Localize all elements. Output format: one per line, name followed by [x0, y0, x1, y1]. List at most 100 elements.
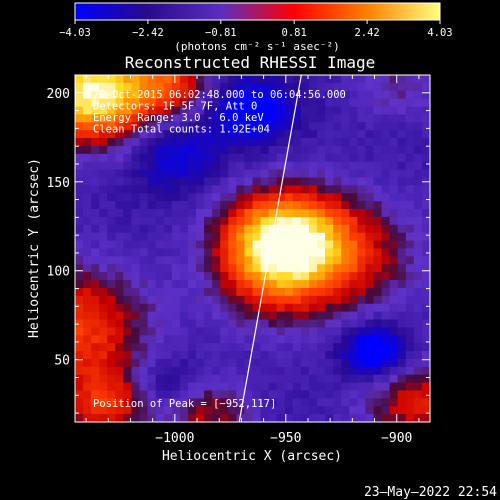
heatmap-cell [115, 414, 125, 423]
heatmap-cell [325, 382, 334, 392]
heatmap-cell [260, 327, 270, 336]
solar-limb-line [238, 74, 302, 423]
heatmap-cell [276, 98, 286, 108]
heatmap-cell [244, 193, 254, 202]
heatmap-cell [421, 280, 431, 289]
heatmap-cell [276, 351, 286, 360]
heatmap-cell [357, 319, 367, 328]
heatmap-cell [236, 366, 246, 376]
heatmap-cell [131, 327, 141, 336]
heatmap-cell [308, 248, 318, 257]
heatmap-cell [155, 358, 165, 368]
heatmap-cell [155, 335, 165, 344]
heatmap-cell [349, 106, 358, 116]
heatmap-cell [349, 358, 358, 368]
heatmap-cell [325, 185, 334, 194]
heatmap-cell [300, 138, 310, 147]
heatmap-cell [155, 398, 165, 407]
heatmap-cell [308, 272, 318, 281]
heatmap-cell [276, 216, 286, 226]
heatmap-cell [83, 390, 92, 399]
heatmap-cell [397, 311, 407, 321]
heatmap-cell [139, 232, 149, 242]
heatmap-cell [381, 240, 391, 250]
heatmap-cell [252, 303, 262, 313]
heatmap-cell [325, 335, 334, 344]
heatmap-cell [413, 106, 423, 116]
heatmap-cell [123, 114, 133, 123]
heatmap-cell [381, 82, 391, 92]
heatmap-cell [155, 82, 165, 92]
heatmap-cell [83, 106, 92, 116]
heatmap-cell [228, 161, 237, 171]
heatmap-cell [405, 224, 415, 234]
heatmap-cell [115, 366, 125, 376]
heatmap-cell [421, 90, 431, 100]
heatmap-cell [91, 248, 100, 257]
heatmap-cell [187, 272, 197, 281]
heatmap-cell [179, 130, 189, 139]
heatmap-cell [413, 153, 423, 163]
heatmap-cell [204, 161, 213, 171]
heatmap-cell [300, 374, 310, 384]
heatmap-cell [236, 264, 246, 273]
heatmap-cell [397, 351, 407, 360]
heatmap-cell [204, 295, 213, 305]
heatmap-cell [357, 256, 367, 265]
heatmap-cell [83, 311, 92, 321]
heatmap-cell [325, 169, 334, 179]
heatmap-cell [260, 374, 270, 384]
heatmap-cell [147, 201, 157, 210]
heatmap-cell [284, 224, 294, 234]
heatmap-cell [365, 185, 375, 194]
heatmap-cell [397, 75, 407, 84]
heatmap-cell [244, 201, 254, 210]
heatmap-cell [365, 224, 375, 234]
heatmap-cell [333, 169, 342, 179]
heatmap-cell [155, 240, 165, 250]
heatmap-cell [405, 201, 415, 210]
heatmap-cell [139, 295, 149, 305]
heatmap-cell [325, 374, 334, 384]
heatmap-cell [187, 185, 197, 194]
heatmap-cell [244, 272, 254, 281]
heatmap-cell [260, 398, 270, 407]
heatmap-cell [139, 272, 149, 281]
heatmap-cell [228, 351, 237, 360]
heatmap-cell [349, 295, 358, 305]
heatmap-cell [373, 209, 383, 218]
heatmap-cell [397, 232, 407, 242]
heatmap-cell [123, 256, 133, 265]
heatmap-cell [333, 138, 342, 147]
heatmap-cell [204, 319, 213, 328]
heatmap-cell [373, 351, 383, 360]
heatmap-cell [244, 287, 254, 297]
heatmap-cell [244, 311, 254, 321]
heatmap-cell [317, 185, 326, 194]
heatmap-cell [300, 169, 310, 179]
heatmap-cell [204, 145, 213, 155]
heatmap-cell [405, 303, 415, 313]
heatmap-cell [276, 130, 286, 139]
heatmap-cell [204, 343, 213, 352]
heatmap-cell [187, 193, 197, 202]
heatmap-cell [91, 374, 100, 384]
heatmap-cell [212, 240, 221, 250]
heatmap-cell [341, 311, 350, 321]
heatmap-cell [83, 414, 92, 423]
heatmap-cell [325, 82, 334, 92]
heatmap-cell [83, 232, 92, 242]
heatmap-cell [99, 114, 108, 123]
heatmap-cell [228, 224, 237, 234]
heatmap-cell [244, 90, 254, 100]
heatmap-cell [252, 366, 262, 376]
heatmap-cell [91, 256, 100, 265]
heatmap-cell [268, 248, 278, 257]
heatmap-cell [341, 406, 350, 415]
heatmap-cell [349, 122, 358, 131]
heatmap-cell [107, 98, 116, 108]
heatmap-cell [236, 185, 246, 194]
heatmap-cell [284, 232, 294, 242]
heatmap-cell [107, 240, 116, 250]
heatmap-cell [292, 327, 302, 336]
